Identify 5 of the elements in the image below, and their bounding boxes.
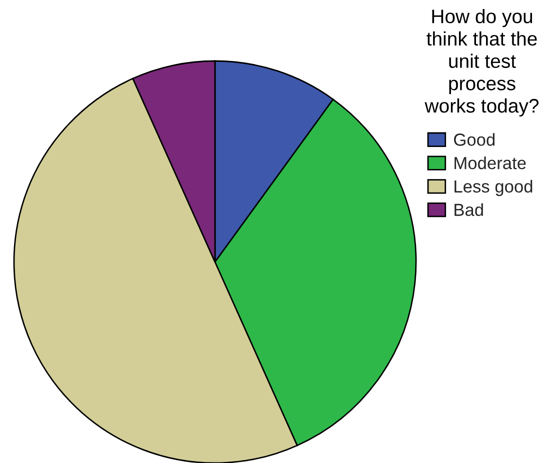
legend-label: Less good [454,180,532,196]
legend-label: Good [454,133,495,146]
legend-label: Bad [454,203,483,216]
legend-title: How do you think that the unit test process works today? [424,9,539,117]
legend-label: Moderate [454,156,526,170]
